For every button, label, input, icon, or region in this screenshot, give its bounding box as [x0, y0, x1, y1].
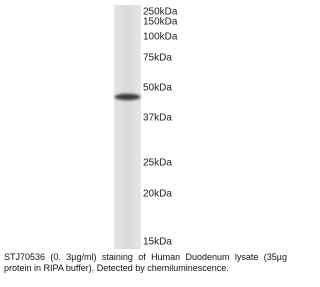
marker-label: 15kDa	[143, 237, 172, 248]
page: {"markers": [ {"label": "250kDa"}, {"lab…	[0, 0, 291, 287]
marker-label: 150kDa	[143, 17, 178, 28]
marker-label: 100kDa	[143, 32, 178, 43]
marker-label: 25kDa	[143, 158, 172, 169]
marker-label: 20kDa	[143, 189, 172, 200]
marker-label: 37kDa	[143, 113, 172, 124]
caption: STJ70536 (0. 3µg/ml) staining of Human D…	[4, 252, 287, 273]
marker-label: 50kDa	[143, 83, 172, 94]
lane	[114, 5, 141, 249]
blot-image: 250kDa150kDa100kDa75kDa50kDa37kDa25kDa20…	[0, 0, 291, 250]
marker-labels: 250kDa150kDa100kDa75kDa50kDa37kDa25kDa20…	[143, 7, 178, 248]
band	[115, 94, 141, 100]
marker-label: 75kDa	[143, 53, 172, 64]
